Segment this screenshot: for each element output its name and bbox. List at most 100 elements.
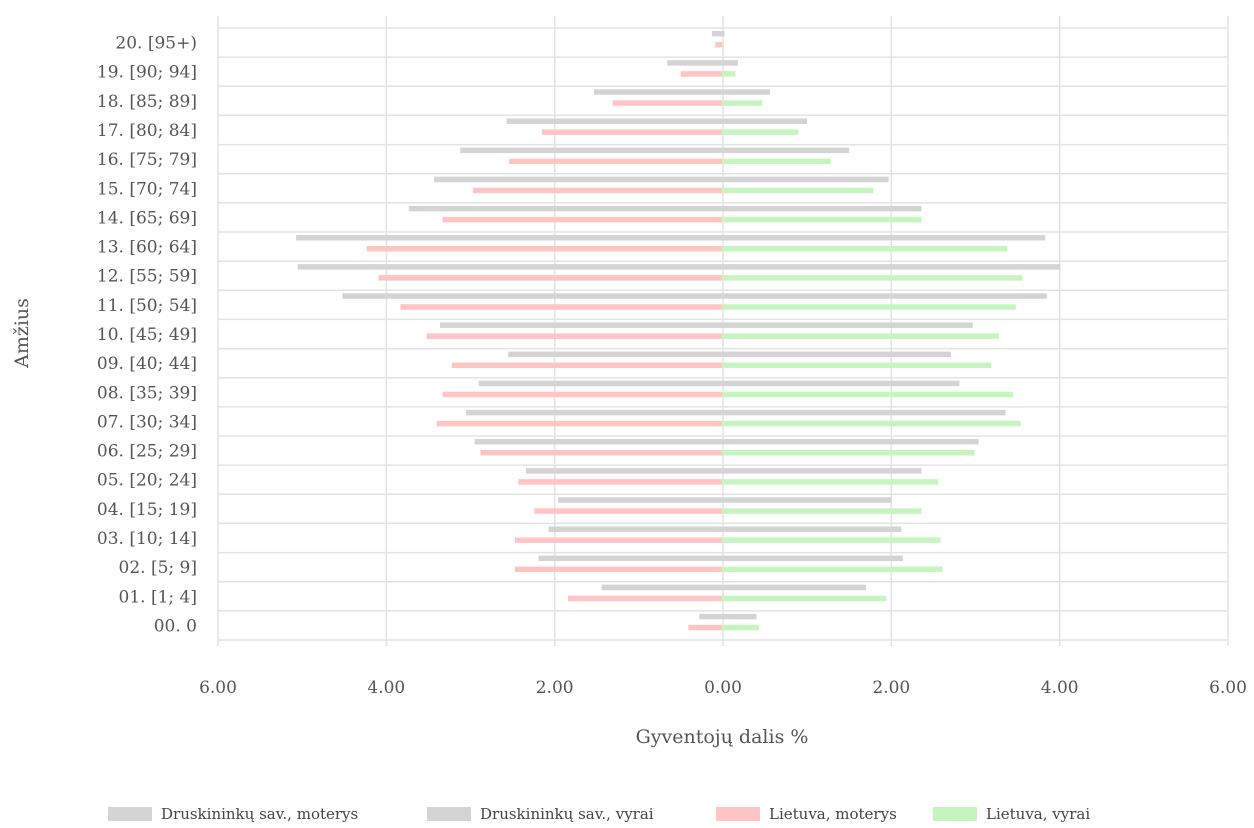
legend-item: Druskininkų sav., vyrai (427, 802, 654, 826)
bar-druskininkai-men (722, 613, 757, 620)
bar-druskininkai-men (722, 526, 902, 532)
bar-druskininkai-women (525, 468, 722, 474)
bar-lithuania-women (480, 450, 722, 456)
bar-lithuania-women (378, 275, 722, 281)
bar-druskininkai-men (722, 380, 960, 387)
legend-label: Druskininkų sav., vyrai (480, 805, 654, 823)
bar-lithuania-men (722, 246, 1008, 252)
legend-swatch (716, 807, 760, 821)
y-tick-label: 04. [15; 19] (97, 500, 197, 520)
bar-lithuania-women (715, 42, 722, 48)
bar-lithuania-men (722, 508, 922, 514)
bar-druskininkai-women (440, 322, 722, 328)
x-tick-label: 0.00 (704, 678, 742, 698)
bar-druskininkai-men (722, 293, 1047, 299)
bar-druskininkai-women (434, 176, 722, 183)
population-pyramid-chart: 20. [95+) 19. [90; 94] 18. [85; 89] 17. [80… (11, 16, 1247, 748)
legend-label: Lietuva, moterys (769, 805, 897, 823)
bar-lithuania-men (722, 333, 999, 339)
x-tick-label: 4.00 (367, 678, 405, 698)
legend: Druskininkų sav., moterys Druskininkų sav… (0, 800, 1254, 828)
grid (217, 16, 1229, 646)
legend-swatch (427, 807, 471, 821)
y-tick-label: 06. [25; 29] (97, 442, 197, 462)
bar-lithuania-men (722, 304, 1016, 310)
bar-druskininkai-men (722, 555, 903, 562)
legend-label: Druskininkų sav., moterys (161, 805, 359, 823)
y-tick-label: 09. [40; 44] (97, 354, 197, 374)
bar-druskininkai-women (667, 60, 722, 66)
bar-lithuania-women (541, 129, 722, 135)
bar-lithuania-women (688, 624, 722, 631)
bar-lithuania-men (722, 71, 736, 77)
y-tick-label: 07. [30; 34] (97, 412, 197, 432)
legend-swatch (933, 807, 977, 821)
bar-druskininkai-men (722, 439, 979, 445)
bar-lithuania-women (509, 158, 722, 165)
y-tick-label: 15. [70; 74] (97, 179, 197, 199)
y-tick-label: 08. [35; 39] (97, 383, 197, 403)
y-tick-label: 10. [45; 49] (97, 325, 197, 345)
bar-druskininkai-women (466, 409, 722, 416)
bar-lithuania-women (612, 100, 722, 106)
bar-lithuania-men (722, 100, 763, 106)
bar-lithuania-women (442, 391, 722, 398)
bar-druskininkai-men (722, 497, 892, 503)
x-tick-label: 2.00 (536, 678, 574, 698)
x-tick-label: 4.00 (1041, 678, 1079, 698)
y-tick-label: 13. [60; 64] (97, 238, 197, 258)
bar-lithuania-men (722, 450, 975, 456)
y-tick-label: 18. [85; 89] (97, 92, 197, 112)
bar-druskininkai-women (506, 118, 722, 124)
bar-druskininkai-women (557, 497, 722, 503)
y-tick-label: 20. [95+) (115, 34, 197, 54)
bar-lithuania-men (722, 187, 874, 194)
y-tick-label: 11. [50; 54] (97, 296, 197, 316)
bar-druskininkai-women (474, 439, 722, 445)
bar-druskininkai-women (508, 351, 722, 358)
bar-druskininkai-men (722, 235, 1046, 241)
bar-druskininkai-men (722, 322, 973, 328)
y-tick-label: 05. [20; 24] (97, 471, 197, 491)
x-axis-ticks: 6.00 4.00 2.00 0.00 2.00 4.00 6.00 (199, 678, 1247, 698)
y-tick-label: 02. [5; 9] (119, 558, 197, 578)
y-tick-label: 01. [1; 4] (119, 587, 197, 607)
bar-lithuania-men (722, 595, 887, 602)
bar-lithuania-men (722, 624, 760, 631)
bar-lithuania-women (518, 479, 722, 485)
bar-lithuania-men (722, 420, 1021, 427)
bar-lithuania-women (680, 71, 722, 77)
bar-druskininkai-women (297, 264, 722, 270)
y-tick-label: 17. [80; 84] (97, 121, 197, 141)
legend-label: Lietuva, vyrai (986, 805, 1091, 823)
bar-druskininkai-women (342, 293, 722, 299)
bar-druskininkai-women (460, 147, 722, 154)
bar-druskininkai-women (408, 205, 722, 212)
y-tick-label: 03. [10; 14] (97, 529, 197, 549)
bar-lithuania-women (534, 508, 722, 514)
bar-lithuania-women (514, 566, 722, 573)
bar-lithuania-women (366, 246, 722, 252)
bar-druskininkai-men (722, 60, 738, 66)
y-tick-label: 00. 0 (154, 616, 197, 636)
y-tick-label: 19. [90; 94] (97, 63, 197, 83)
bar-lithuania-women (400, 304, 722, 310)
bar-lithuania-men (722, 216, 922, 223)
bar-druskininkai-men (722, 468, 922, 474)
y-tick-label: 12. [55; 59] (97, 267, 197, 287)
bar-druskininkai-men (722, 584, 866, 591)
bar-lithuania-men (722, 479, 939, 485)
legend-swatch (108, 807, 152, 821)
bar-lithuania-men (722, 158, 831, 165)
x-axis-title: Gyventojų dalis % (636, 726, 809, 748)
bar-druskininkai-women (711, 31, 722, 37)
bar-druskininkai-women (594, 89, 722, 95)
bar-druskininkai-men (722, 264, 1061, 270)
bar-lithuania-women (514, 537, 722, 543)
bar-lithuania-women (472, 187, 722, 194)
legend-item: Druskininkų sav., moterys (108, 802, 358, 826)
bar-lithuania-women (436, 420, 722, 427)
legend-item: Lietuva, vyrai (933, 802, 1090, 826)
legend-item: Lietuva, moterys (716, 802, 897, 826)
bars (296, 31, 1061, 631)
